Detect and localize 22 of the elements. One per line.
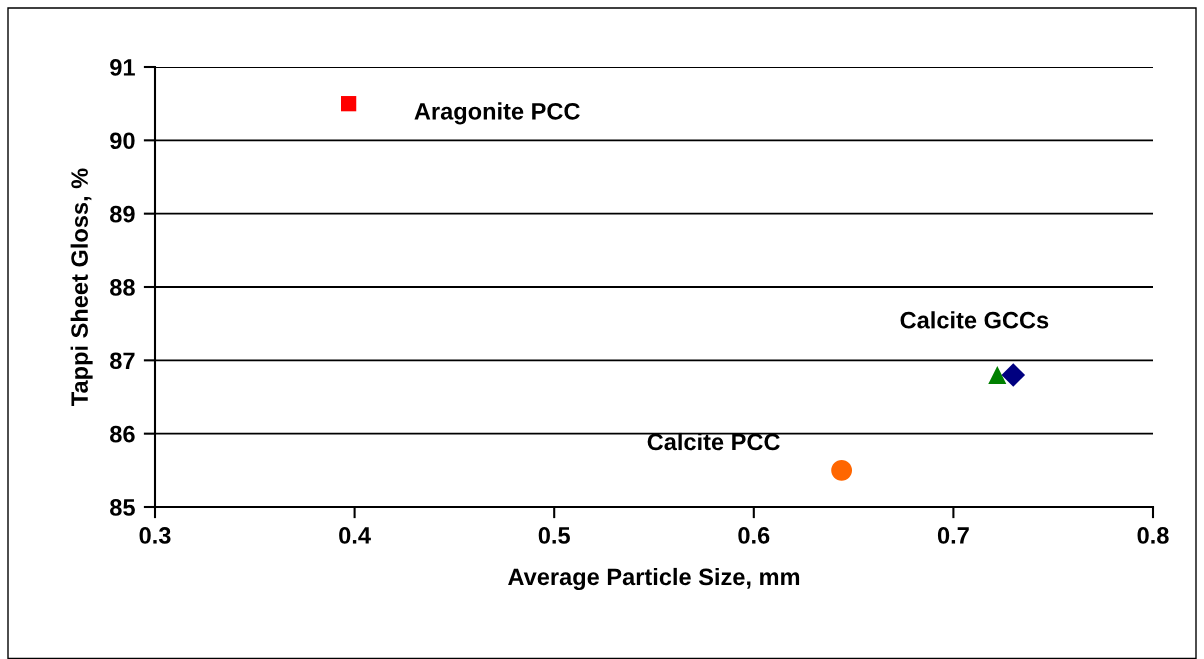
point [831,459,853,481]
point [340,96,357,112]
annotation: Aragonite PCC [414,102,580,125]
x-tick-label: 0.5 [538,527,570,544]
y-axis-title: Tappi Sheet Gloss, % [70,168,93,406]
x-tick-label: 0.4 [339,527,371,544]
point [1001,363,1026,387]
point [988,365,1007,385]
y-tick-label: 89 [110,205,135,223]
annotation: Calcite PCC [647,432,780,451]
y-tick-label: 88 [110,279,135,296]
x-tick-label: 0.7 [937,527,969,544]
x-tick-label: 0.8 [1137,527,1169,544]
x-axis-title: Average Particle Size, mm [508,567,800,591]
y-tick-label: 90 [110,132,135,150]
y-tick-label: 85 [110,499,135,516]
y-tick-label: 91 [110,59,135,76]
y-tick-label: 87 [110,352,135,370]
x-tick-label: 0.3 [139,527,171,544]
annotation: Calcite GCCs [900,311,1049,329]
x-tick-label: 0.6 [738,527,770,544]
y-tick-label: 86 [110,425,135,443]
